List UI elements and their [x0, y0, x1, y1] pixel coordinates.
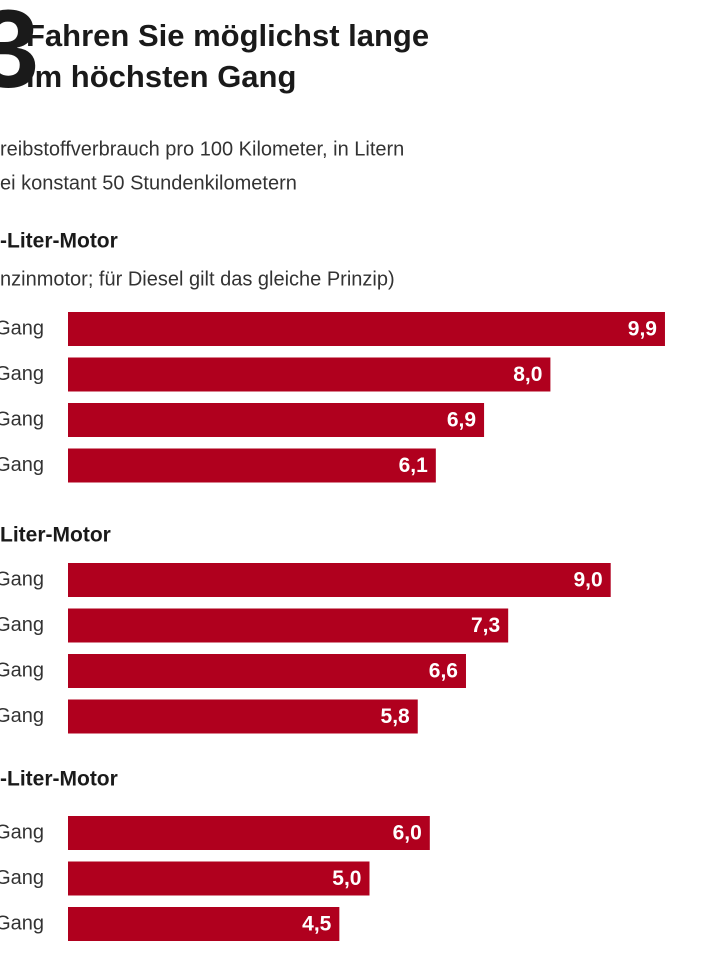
group-note: nzinmotor; für Diesel gilt das gleiche P… [0, 268, 395, 290]
group-label: -Liter-Motor [0, 230, 118, 253]
bar [68, 403, 485, 437]
bar [68, 563, 611, 597]
value-label: 4,5 [302, 913, 332, 936]
value-label: 8,0 [513, 363, 542, 386]
bar [68, 357, 551, 392]
category-label: Gang [0, 821, 44, 843]
chart-number: 3 [0, 0, 39, 111]
bar [68, 608, 509, 643]
bar [68, 699, 418, 734]
value-label: 6,6 [429, 660, 458, 683]
category-label: Gang [0, 614, 44, 636]
bar [68, 816, 430, 850]
bar [68, 861, 370, 896]
bar [68, 654, 466, 688]
value-label: 6,1 [399, 454, 429, 477]
category-label: Gang [0, 867, 44, 889]
value-label: 5,8 [381, 705, 411, 728]
bar [68, 907, 340, 941]
value-label: 9,9 [628, 318, 657, 341]
category-label: Gang [0, 659, 44, 681]
category-label: Gang [0, 705, 44, 727]
value-label: 9,0 [573, 569, 602, 592]
chart-subtitle: ei konstant 50 Stundenkilometern [0, 172, 297, 194]
chart-subtitle: reibstoffverbrauch pro 100 Kilometer, in… [0, 138, 404, 160]
chart-title: im höchsten Gang [26, 59, 296, 94]
value-label: 7,3 [471, 614, 500, 637]
category-label: Gang [0, 363, 44, 385]
value-label: 5,0 [332, 867, 361, 890]
bar [68, 448, 436, 483]
bar [68, 312, 665, 346]
category-label: Gang [0, 568, 44, 590]
chart-title: Fahren Sie möglichst lange [26, 18, 429, 53]
value-label: 6,0 [393, 822, 422, 845]
group-label: Liter-Motor [0, 524, 111, 547]
group-label: -Liter-Motor [0, 768, 118, 791]
category-label: Gang [0, 408, 44, 430]
category-label: Gang [0, 454, 44, 476]
value-label: 6,9 [447, 409, 476, 432]
category-label: Gang [0, 912, 44, 934]
category-label: Gang [0, 317, 44, 339]
